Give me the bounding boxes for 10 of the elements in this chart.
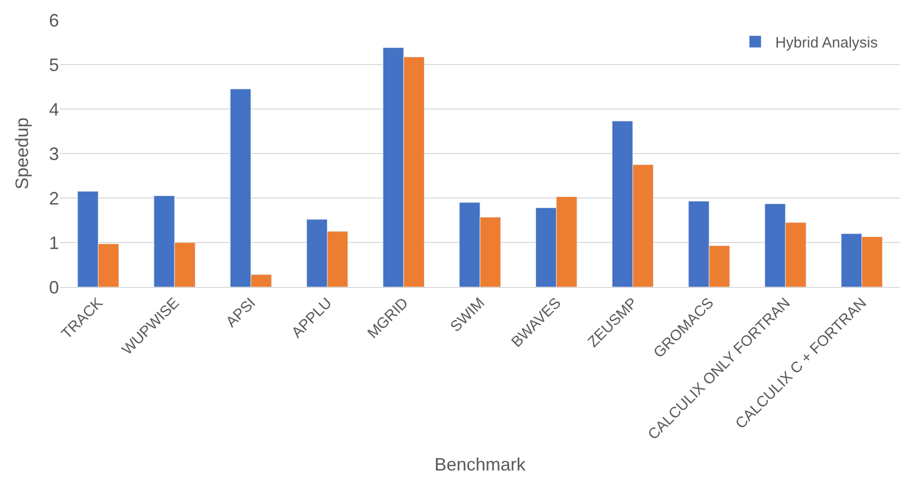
legend-label: Hybrid Analysis bbox=[775, 34, 878, 52]
y-tick-label: 1 bbox=[48, 232, 59, 253]
y-tick-label: 3 bbox=[48, 144, 59, 164]
y-tick-label: 6 bbox=[48, 10, 59, 30]
y-tick-label: 0 bbox=[48, 277, 59, 298]
y-tick-label: 2 bbox=[48, 188, 59, 208]
x-axis-title: Benchmark bbox=[434, 454, 527, 474]
y-tick-label: 5 bbox=[48, 54, 59, 75]
y-axis-title: Speedup bbox=[12, 117, 32, 190]
y-tick-label: 4 bbox=[48, 99, 59, 120]
